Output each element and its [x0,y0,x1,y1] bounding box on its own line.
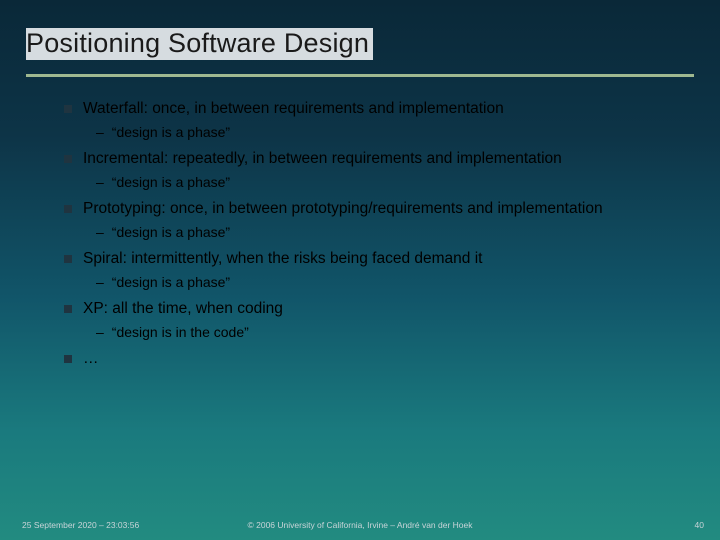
square-bullet-icon [64,105,72,113]
sub-item: – “design is in the code” [96,324,680,340]
sub-text: “design is a phase” [112,274,230,290]
bullet-text: Prototyping: once, in between prototypin… [83,199,603,219]
dash-icon: – [96,224,104,240]
sub-text: “design is in the code” [112,324,249,340]
bullet-item: Spiral: intermittently, when the risks b… [64,249,680,269]
square-bullet-icon [64,255,72,263]
dash-icon: – [96,274,104,290]
content-area: Waterfall: once, in between requirements… [0,77,720,370]
sub-text: “design is a phase” [112,124,230,140]
bullet-item: … [64,349,680,369]
dash-icon: – [96,174,104,190]
sub-text: “design is a phase” [112,224,230,240]
bullet-item: XP: all the time, when coding [64,299,680,319]
square-bullet-icon [64,155,72,163]
title-region: Positioning Software Design [0,0,720,68]
sub-item: – “design is a phase” [96,124,680,140]
sub-text: “design is a phase” [112,174,230,190]
dash-icon: – [96,324,104,340]
sub-item: – “design is a phase” [96,274,680,290]
sub-item: – “design is a phase” [96,224,680,240]
slide-title: Positioning Software Design [26,28,373,60]
bullet-item: Prototyping: once, in between prototypin… [64,199,680,219]
square-bullet-icon [64,355,72,363]
square-bullet-icon [64,305,72,313]
bullet-item: Waterfall: once, in between requirements… [64,99,680,119]
dash-icon: – [96,124,104,140]
square-bullet-icon [64,205,72,213]
footer-date: 25 September 2020 – 23:03:56 [22,520,139,530]
footer-page-number: 40 [695,520,704,530]
footer: 25 September 2020 – 23:03:56 © 2006 Univ… [0,520,720,530]
bullet-text: Spiral: intermittently, when the risks b… [83,249,482,269]
bullet-text: Waterfall: once, in between requirements… [83,99,504,119]
bullet-item: Incremental: repeatedly, in between requ… [64,149,680,169]
sub-item: – “design is a phase” [96,174,680,190]
bullet-text: XP: all the time, when coding [83,299,283,319]
bullet-text: … [83,349,99,369]
bullet-text: Incremental: repeatedly, in between requ… [83,149,562,169]
